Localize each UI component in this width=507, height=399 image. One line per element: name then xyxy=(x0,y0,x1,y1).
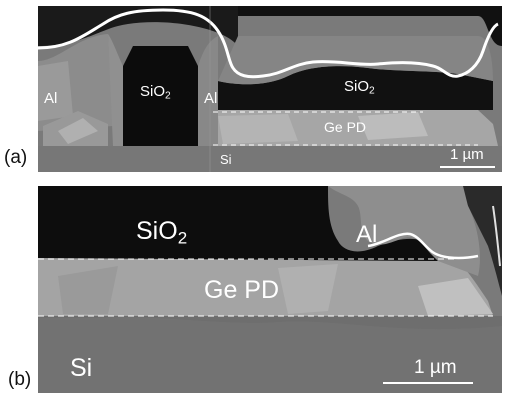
sio2-label-b: SiO2 xyxy=(136,217,188,248)
sem-panel-b: SiO2 Al Ge PD Si 1 µm xyxy=(38,186,502,393)
sio2-right-label: SiO2 xyxy=(344,78,375,97)
sem-panel-a: Al SiO2 Al SiO2 Ge PD Si 1 µm xyxy=(38,6,502,172)
scale-bar-label-b: 1 µm xyxy=(414,357,457,378)
sio2-region xyxy=(38,186,438,261)
metal-contour-line xyxy=(38,8,499,79)
panel-b-label: (b) xyxy=(8,369,32,390)
sem-image-b xyxy=(38,186,502,393)
si-label-a: Si xyxy=(220,152,232,167)
sio2-right-region xyxy=(213,66,493,110)
scale-bar-b xyxy=(383,382,473,384)
al-center-label: Al xyxy=(204,90,218,107)
metal-contour-line-b xyxy=(367,232,479,260)
al-left-label: Al xyxy=(44,90,58,107)
al-right-region xyxy=(218,36,493,85)
ge-pd-region xyxy=(38,258,493,316)
scale-bar-label-a: 1 µm xyxy=(450,146,484,163)
sem-image-a xyxy=(38,6,502,172)
al-label-b: Al xyxy=(356,221,378,248)
al-region xyxy=(328,186,480,276)
ge-pd-label-a: Ge PD xyxy=(324,119,367,135)
sio2-pillar xyxy=(123,46,198,146)
ge-pd-label-b: Ge PD xyxy=(204,276,280,304)
scale-bar-a xyxy=(440,166,495,168)
panel-a-label: (a) xyxy=(4,147,28,168)
si-layer xyxy=(38,146,502,172)
sio2-pillar-label: SiO2 xyxy=(140,83,171,102)
si-label-b: Si xyxy=(70,354,93,382)
